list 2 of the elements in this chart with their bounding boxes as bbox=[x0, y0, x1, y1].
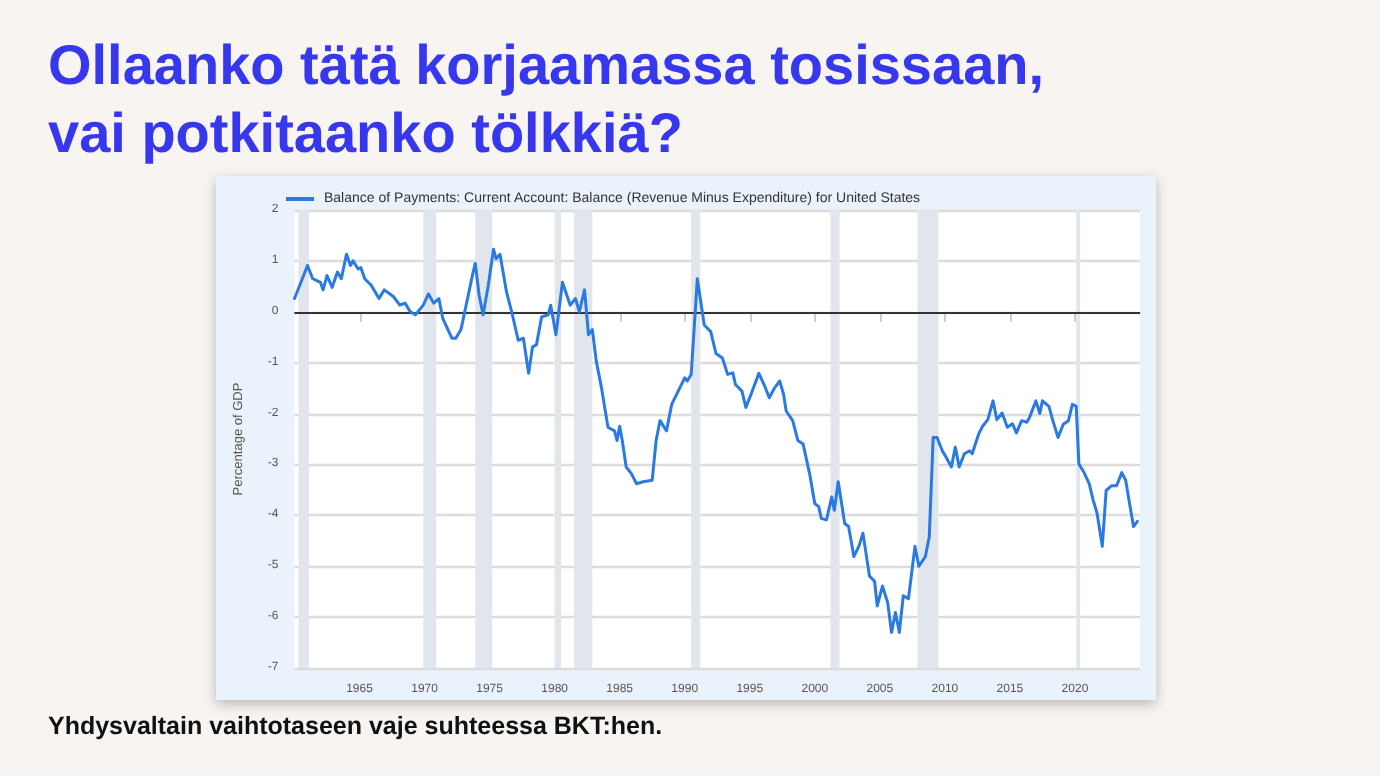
text: Yhdysvaltain vaihtotaseen vaje suhteessa BKT:hen. bbox=[48, 712, 663, 740]
chart-title: Ollaanko tätä korjaamassa tosissaan, vai potkitaanko tölkkiä? bbox=[48, 32, 1047, 168]
